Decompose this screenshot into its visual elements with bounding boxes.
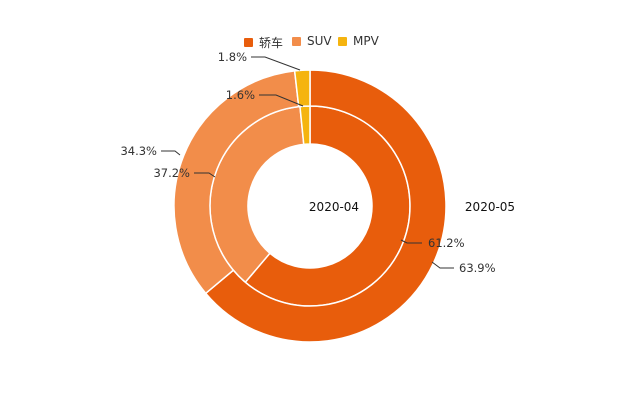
outer-slice-label-sedan: 63.9% (459, 261, 496, 275)
legend-swatch-suv (292, 36, 301, 46)
chart-legend: 轿车 SUV MPV (0, 34, 620, 52)
legend-label-mpv: MPV (353, 34, 379, 48)
outer-slice-label-mpv: 1.8% (218, 50, 247, 64)
inner-slice-label-sedan: 61.2% (428, 236, 465, 250)
inner-slice-label-suv: 37.2% (153, 166, 190, 180)
inner-ring-name: 2020-04 (309, 200, 359, 214)
outer-ring-name: 2020-05 (465, 200, 515, 214)
inner-leader-line-sedan (400, 239, 422, 244)
outer-ring-slice-suv[interactable] (173, 70, 300, 295)
outer-leader-line-mpv (251, 56, 301, 71)
outer-leader-line-suv (161, 150, 181, 156)
legend-swatch-sedan (244, 38, 253, 47)
legend-item-mpv[interactable]: MPV (338, 34, 379, 48)
legend-label-suv: SUV (307, 34, 332, 48)
legend-item-sedan[interactable]: 轿车 (244, 34, 283, 51)
label-leader-lines (161, 56, 454, 269)
outer-leader-line-sedan (431, 261, 454, 269)
donut-slices (173, 69, 447, 343)
outer-slice-label-suv: 34.3% (120, 144, 157, 158)
inner-leader-line-mpv (259, 94, 304, 107)
inner-leader-line-suv (194, 172, 216, 178)
legend-swatch-mpv (338, 36, 347, 46)
outer-ring-slice-sedan[interactable] (204, 69, 447, 343)
legend-label-sedan: 轿车 (259, 36, 284, 50)
slice-labels: 61.2% 37.2% 1.6% 63.9% 34.3% 1.8% (120, 50, 495, 275)
inner-slice-label-mpv: 1.6% (226, 88, 255, 102)
legend-item-suv[interactable]: SUV (292, 34, 332, 48)
